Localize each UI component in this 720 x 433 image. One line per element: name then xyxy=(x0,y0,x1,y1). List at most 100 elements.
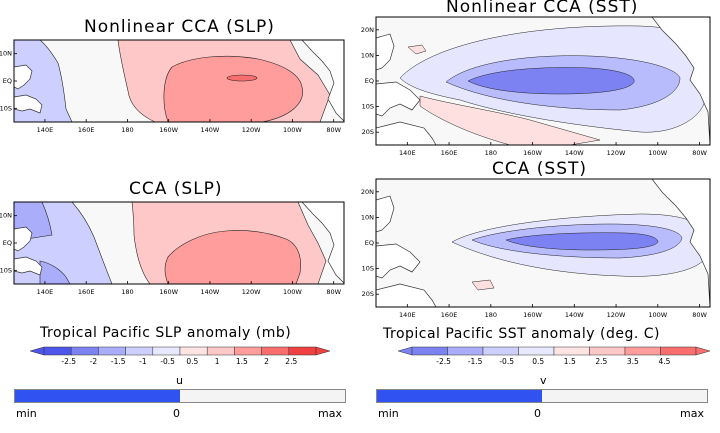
slider-v-fill xyxy=(377,390,542,402)
slp-colorbar-tick-label: -2 xyxy=(90,357,98,366)
panel-title-nonlinear-sst: Nonlinear CCA (SST) xyxy=(446,0,639,17)
lon-tick-label: 140W xyxy=(201,126,220,134)
slp-colorbar-segment xyxy=(152,346,181,356)
slp-colorbar-min-tip xyxy=(30,346,45,356)
land-asia xyxy=(14,64,33,90)
contour-neg-1.5 xyxy=(467,67,635,95)
lat-labels: 10N EQ 10S xyxy=(0,50,17,112)
slp-colorbar-tick-label: -2.5 xyxy=(61,357,76,366)
lon-labels: 140E 160E 180 160W 140W 120W 100W 80W xyxy=(399,142,707,157)
land-australia xyxy=(376,121,437,145)
slp-colorbar-segment xyxy=(261,346,290,356)
lat-tick-label: EQ xyxy=(3,77,12,85)
slider-v-zero-label: 0 xyxy=(534,407,541,420)
contour-neg-1.5 xyxy=(505,232,659,251)
lon-tick-label: 80W xyxy=(692,149,707,157)
lat-labels: 20N 10N EQ 10S 20S xyxy=(361,26,379,136)
lon-tick-label: 160E xyxy=(441,311,458,319)
lat-tick-label: 10S xyxy=(362,265,374,273)
lon-tick-label: 160W xyxy=(523,311,542,319)
lon-tick-label: 160W xyxy=(523,149,542,157)
lon-tick-label: 140E xyxy=(399,311,416,319)
sst-colorbar-tick-label: -2.5 xyxy=(436,357,451,366)
lon-tick-label: 80W xyxy=(692,311,707,319)
lon-labels: 140E 160E 180 160W 140W 120W 100W 80W xyxy=(37,281,342,296)
slp-colorbar-segment xyxy=(179,346,208,356)
contour-pos-1.0 xyxy=(163,55,303,122)
slp-colorbar-title: Tropical Pacific SLP anomaly (mb) xyxy=(40,325,292,341)
slider-u-min-label: min xyxy=(16,407,37,420)
lon-tick-label: 120W xyxy=(242,126,261,134)
sst-map-cca: 20N 10N EQ 10S 20S 140E 160E 180 160W 140W 120W 10… xyxy=(361,178,711,319)
lon-tick-label: 160E xyxy=(78,288,95,296)
lat-tick-label: 10S xyxy=(362,103,374,111)
lon-tick-label: 160W xyxy=(159,288,178,296)
lon-labels: 140E 160E 180 160W 140W 120W 100W 80W xyxy=(399,304,707,319)
contour-pos-0.5-south xyxy=(471,279,495,291)
sst-colorbar-segment xyxy=(447,346,484,356)
sst-colorbar-segment xyxy=(624,346,661,356)
lat-tick-label: 20N xyxy=(361,188,374,196)
lat-tick-label: 20S xyxy=(362,290,374,298)
sst-colorbar-segment xyxy=(553,346,590,356)
lon-tick-label: 100W xyxy=(648,311,667,319)
sst-colorbar-tick-label: -1.5 xyxy=(468,357,483,366)
slp-colorbar-segment xyxy=(70,346,99,356)
lon-tick-label: 100W xyxy=(283,126,302,134)
slider-u[interactable] xyxy=(14,389,346,403)
lon-tick-label: 100W xyxy=(648,149,667,157)
slider-v-label: v xyxy=(540,374,547,387)
lon-tick-label: 140W xyxy=(201,288,220,296)
sst-colorbar-segment xyxy=(589,346,626,356)
contour-neg-1.0-south xyxy=(39,260,71,284)
slp-colorbar-segment xyxy=(234,346,262,356)
lat-tick-label: 10S xyxy=(0,104,12,112)
lon-tick-label: 160E xyxy=(78,126,95,134)
slp-colorbar-segment xyxy=(43,346,72,356)
land-indonesia xyxy=(376,243,421,279)
slider-u-zero-label: 0 xyxy=(173,407,180,420)
lon-tick-label: 120W xyxy=(607,311,626,319)
land-americas xyxy=(651,17,710,145)
land-indonesia xyxy=(14,256,43,276)
lat-labels: 20N 10N EQ 10S 20S xyxy=(361,188,379,298)
lon-tick-label: 180 xyxy=(121,126,133,134)
sst-colorbar-tick-label: 0.5 xyxy=(532,357,544,366)
slider-u-label: u xyxy=(176,374,183,387)
slider-v[interactable] xyxy=(376,389,708,403)
sst-colorbar-segment xyxy=(518,346,555,356)
lon-tick-label: 160W xyxy=(159,126,178,134)
slp-colorbar-tick-label: -0.5 xyxy=(160,357,175,366)
slp-colorbar-tick-label: 0.5 xyxy=(186,357,198,366)
lat-tick-label: 20S xyxy=(362,128,374,136)
slp-colorbar-segment xyxy=(206,346,235,356)
lat-tick-label: 10N xyxy=(361,213,374,221)
lon-tick-label: 140W xyxy=(565,149,584,157)
land-asia xyxy=(376,195,395,233)
lat-tick-label: 10N xyxy=(0,50,12,58)
slp-colorbar-tick-label: 2 xyxy=(264,357,269,366)
sst-colorbar-min-tip xyxy=(398,346,413,356)
slider-v-min-label: min xyxy=(378,407,399,420)
sst-colorbar-tick-label: 1.5 xyxy=(564,357,576,366)
slider-u-fill xyxy=(15,390,180,402)
contour-pos-0.5-north xyxy=(407,44,427,55)
lon-tick-label: 180 xyxy=(121,288,133,296)
lat-tick-label: EQ xyxy=(365,239,374,247)
slider-u-max-label: max xyxy=(318,407,342,420)
sst-colorbar-segment xyxy=(482,346,519,356)
sst-colorbar: -2.5 -1.5 -0.5 0.5 1.5 2.5 3.5 4.5 xyxy=(398,346,710,366)
slp-colorbar-tick-label: 1.5 xyxy=(236,357,248,366)
lat-tick-label: EQ xyxy=(365,77,374,85)
slp-colorbar-tick-label: 2.5 xyxy=(285,357,297,366)
slp-colorbar: -2.5 -2 -1.5 -1 -0.5 0.5 1 1.5 2 2.5 xyxy=(30,346,330,366)
lon-tick-label: 80W xyxy=(326,288,341,296)
panel-title-nonlinear-slp: Nonlinear CCA (SLP) xyxy=(84,17,275,37)
lon-tick-label: 120W xyxy=(607,149,626,157)
land-indonesia xyxy=(376,81,421,117)
slp-map-nonlinear: 10N EQ 10S 140E 160E 180 160W 140W 120W 100W 80W xyxy=(0,39,345,134)
lat-tick-label: EQ xyxy=(3,239,12,247)
panel-title-cca-slp: CCA (SLP) xyxy=(129,179,223,199)
land-americas xyxy=(301,40,344,122)
slp-map-cca: 10N EQ 10S 140E 160E 180 160W 140W 120W 100W 80W xyxy=(0,201,345,296)
